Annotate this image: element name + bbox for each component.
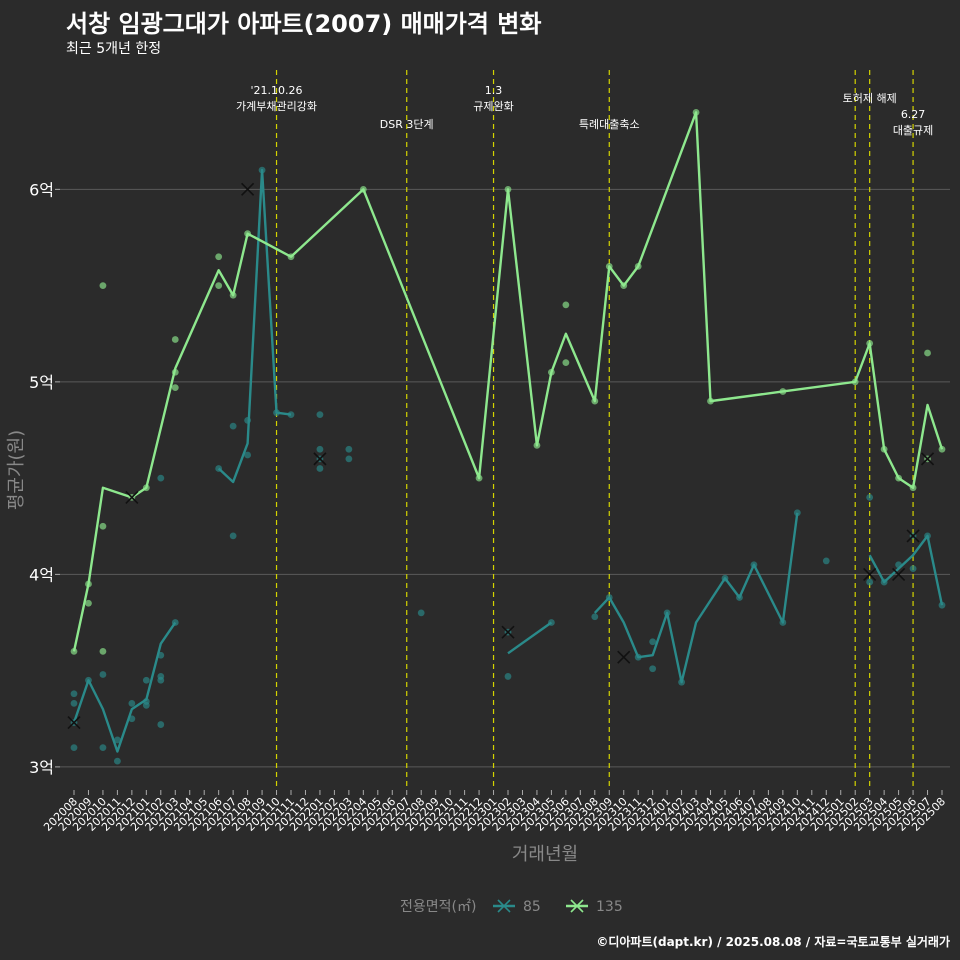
legend-swatch-x [497,899,511,913]
y-tick-label: 5억 [29,373,54,392]
data-point [215,253,223,261]
data-point [562,301,570,309]
data-point [171,336,179,343]
data-point [70,690,78,698]
data-point [142,676,150,684]
data-point [128,699,136,707]
cancelled-marker [892,567,906,581]
data-point [649,638,657,646]
event-label: 규제완화 [473,100,513,113]
data-point [345,455,353,463]
cancelled-marker-stroke [125,490,139,504]
data-point [649,665,657,673]
y-axis-title: 평균가(원) [6,430,27,510]
series-line [72,111,944,652]
data-point [70,744,78,752]
cancelled-marker [67,716,81,730]
data-point [215,282,223,290]
event-label: 가계부채관리강화 [236,100,317,113]
legend-label: 85 [523,899,541,915]
series-line [593,512,799,684]
event-label: 1.3 [485,84,503,97]
data-point [229,422,237,430]
legend-title: 전용면적(㎡) [400,899,476,915]
series-85 [67,166,946,765]
data-point [229,532,237,540]
x-axis-title: 거래년월 [512,844,578,865]
data-point [85,599,92,607]
series-line [507,621,553,655]
data-point [99,647,107,655]
cancelled-marker [501,625,515,639]
event-label: 토허제 해제 [843,91,897,105]
event-label: 6.27 [901,108,926,121]
data-point [99,522,107,530]
legend: 전용면적(㎡) 85 135 [400,899,623,915]
data-point [70,699,78,707]
event-label: 대출규제 [893,124,933,137]
data-point [316,411,324,418]
cancelled-marker [313,452,327,466]
series-line [217,168,292,484]
data-point [99,282,107,290]
cancelled-marker-stroke [67,716,81,730]
cancelled-marker-stroke [863,567,877,581]
legend-swatch-x [570,899,584,913]
cancelled-marker [617,650,631,664]
cancelled-marker-stroke [920,452,935,466]
data-point [171,384,179,392]
data-point [157,673,165,680]
data-point [866,493,874,501]
legend-label: 135 [596,899,623,915]
series-line [868,534,944,606]
data-point [99,671,107,678]
chart-subtitle: 최근 5개년 한정 [66,41,162,57]
data-point [316,465,324,472]
event-label: 특례대출축소 [579,118,640,131]
cancelled-marker-stroke [241,182,255,196]
cancelled-marker [863,567,877,581]
data-point [591,613,599,621]
data-point [924,349,931,357]
series-135 [70,108,946,655]
data-point [417,609,425,617]
y-tick-label: 3억 [29,758,54,777]
cancelled-marker [906,529,920,543]
data-point [504,673,512,680]
chart-caption: ©디아파트(dapt.kr) / 2025.08.08 / 자료=국토교통부 실… [596,935,950,949]
data-point [822,557,830,565]
series-line [72,621,177,753]
data-point [345,445,353,453]
data-point [157,721,165,728]
cancelled-marker [920,452,935,466]
data-point [157,474,165,482]
data-point [909,565,917,573]
data-point [114,736,121,744]
data-point [99,744,107,752]
cancelled-marker [125,490,139,504]
y-tick-label: 6억 [29,180,54,199]
chart-title: 서창 임광그대가 아파트(2007) 매매가격 변화 [66,10,542,38]
event-label: DSR 3단계 [380,118,434,131]
cancelled-marker-stroke [313,452,327,466]
data-point [866,578,874,586]
cancelled-marker [241,182,255,196]
data-point [562,359,570,367]
data-point [244,451,252,459]
cancelled-marker-stroke [906,529,920,543]
cancelled-marker-stroke [617,650,631,664]
cancelled-marker-stroke [892,567,906,581]
cancelled-marker-stroke [501,625,515,639]
event-label: '21.10.26 [251,84,303,97]
data-point [316,445,324,453]
data-point [114,757,121,765]
y-tick-label: 4억 [29,565,54,584]
